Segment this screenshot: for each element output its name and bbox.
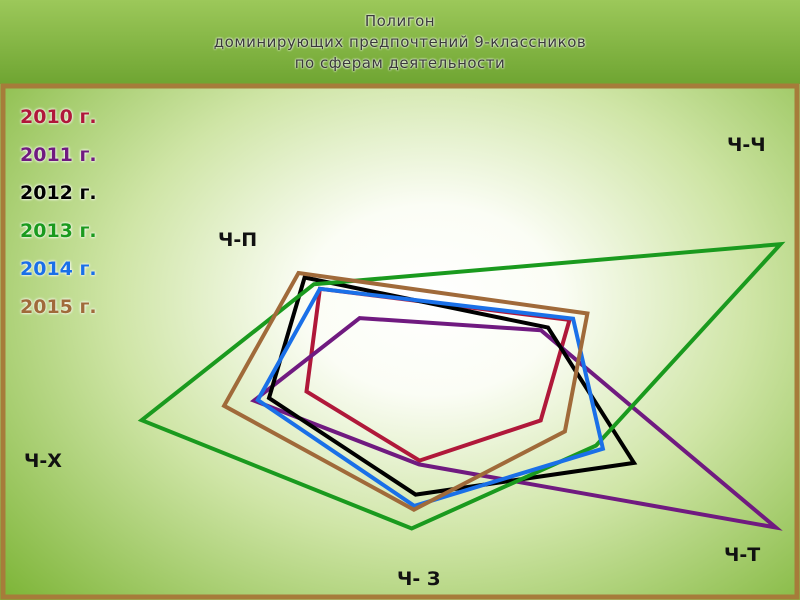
axis-label-0: Ч-П bbox=[218, 229, 257, 251]
legend-item-2014: 2014 г. bbox=[20, 258, 97, 280]
axis-label-1: Ч-Ч bbox=[727, 134, 766, 156]
title-line-1: Полигон bbox=[364, 11, 436, 30]
axis-label-3: Ч- З bbox=[397, 568, 440, 590]
chart-title: Полигон доминирующих предпочтений 9-клас… bbox=[0, 0, 800, 84]
series-polygon-3 bbox=[137, 241, 786, 531]
axis-label-2: Ч-Т bbox=[724, 544, 760, 566]
series-polygon-5 bbox=[221, 270, 590, 512]
axis-label-4: Ч-Х bbox=[24, 450, 62, 472]
legend-item-2013: 2013 г. bbox=[20, 220, 97, 242]
legend-item-2010: 2010 г. bbox=[20, 106, 97, 128]
legend-item-2012: 2012 г. bbox=[20, 182, 97, 204]
title-band bbox=[0, 0, 800, 84]
legend: 2010 г. 2011 г. 2012 г. 2013 г. 2014 г. … bbox=[20, 102, 97, 330]
title-line-2: доминирующих предпочтений 9-классников bbox=[213, 32, 587, 51]
legend-item-2015: 2015 г. bbox=[20, 296, 97, 318]
series-polygon-4 bbox=[255, 286, 606, 509]
chart-frame bbox=[0, 83, 800, 600]
title-line-3: по сферам деятельности bbox=[294, 53, 506, 72]
legend-item-2011: 2011 г. bbox=[20, 144, 97, 166]
